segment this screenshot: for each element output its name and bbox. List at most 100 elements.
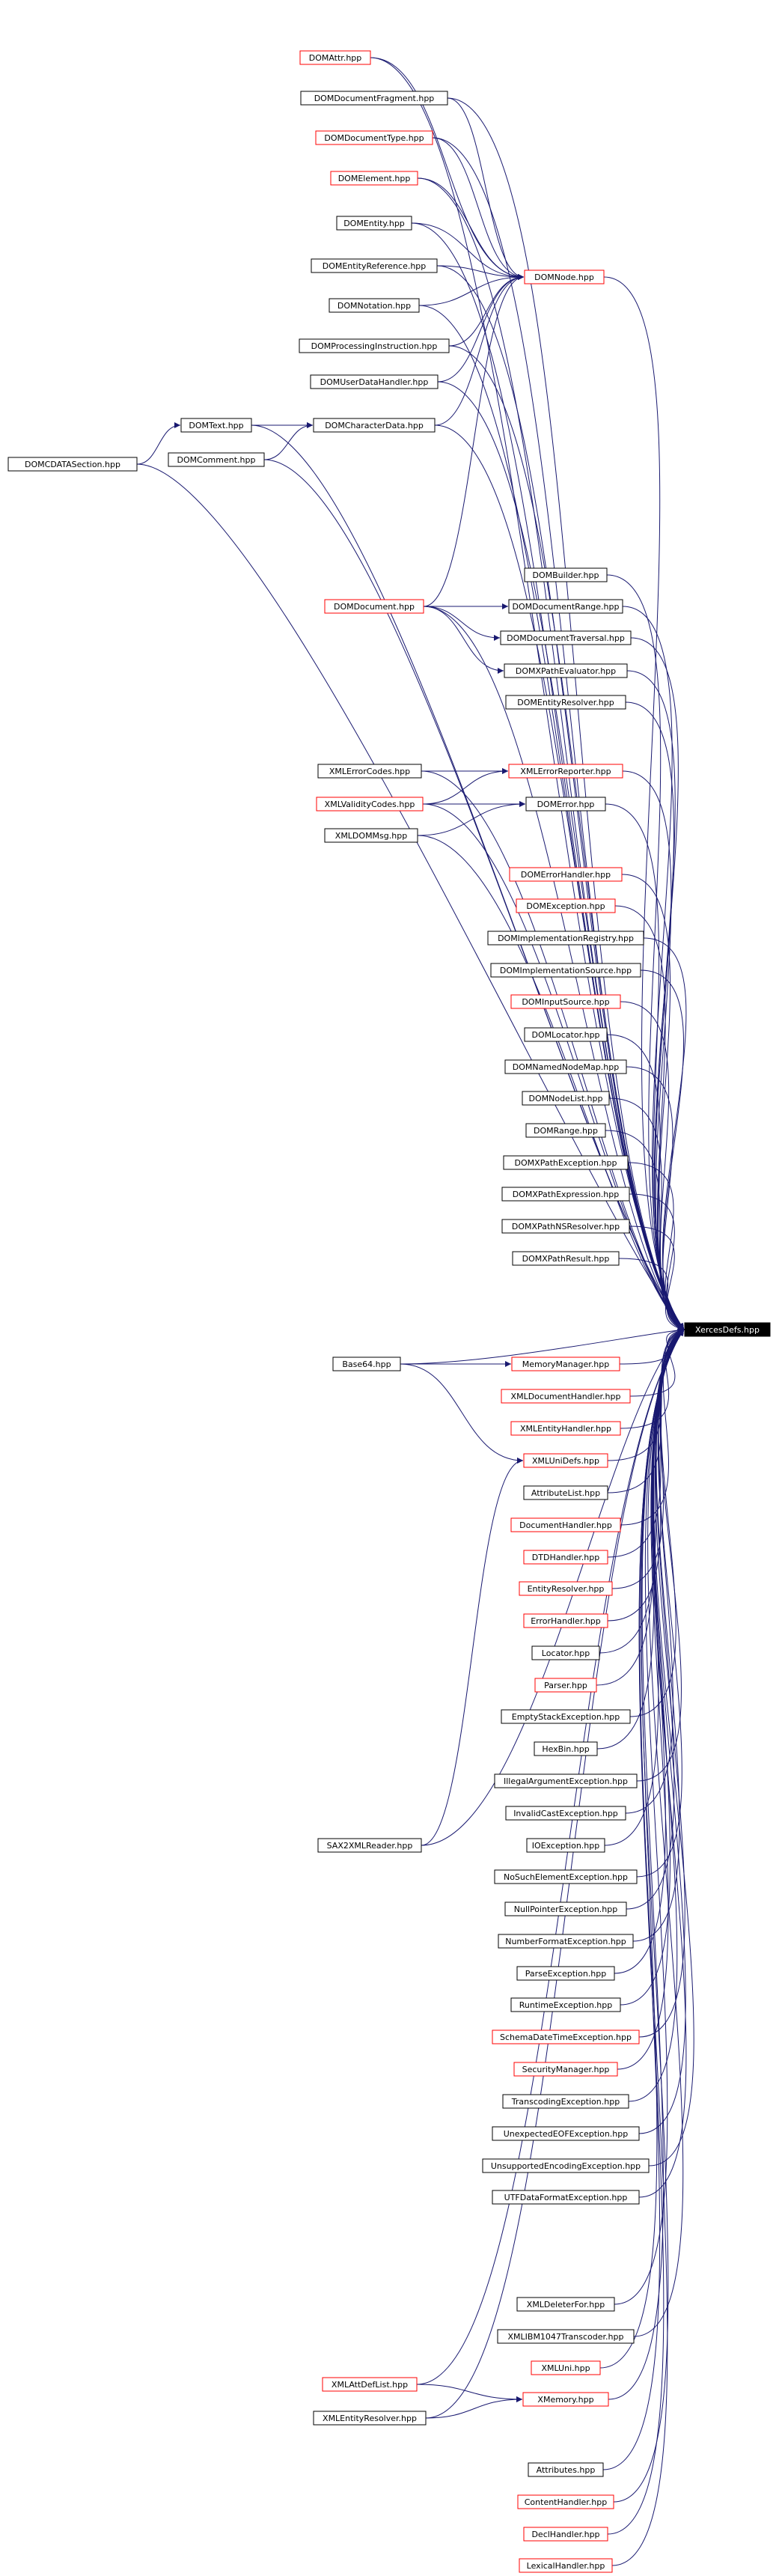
- node-parse-exception[interactable]: ParseException.hpp: [516, 1966, 615, 1981]
- node-dom-error-handler[interactable]: DOMErrorHandler.hpp: [509, 867, 623, 882]
- node-dom-document-type[interactable]: DOMDocumentType.hpp: [315, 130, 433, 145]
- node-label: DOMUserDataHandler.hpp: [320, 377, 429, 387]
- node-unsupported-encoding-exception[interactable]: UnsupportedEncodingException.hpp: [482, 2158, 650, 2173]
- node-domcdata-section[interactable]: DOMCDATASection.hpp: [7, 457, 138, 472]
- node-runtime-exception[interactable]: RuntimeException.hpp: [510, 1997, 621, 2012]
- node-label: DOMRange.hpp: [534, 1126, 598, 1136]
- node-xmldom-msg[interactable]: XMLDOMMsg.hpp: [324, 828, 418, 843]
- node-number-format-exception[interactable]: NumberFormatException.hpp: [498, 1934, 634, 1949]
- node-domx-path-result[interactable]: DOMXPathResult.hpp: [512, 1251, 620, 1266]
- node-dom-text[interactable]: DOMText.hpp: [180, 418, 252, 433]
- node-x-memory[interactable]: XMemory.hpp: [522, 2392, 609, 2407]
- node-label: DOMText.hpp: [189, 421, 243, 430]
- node-empty-stack-exception[interactable]: EmptyStackException.hpp: [501, 1709, 631, 1724]
- node-box: [180, 418, 252, 433]
- dependency-edges: [136, 57, 694, 2566]
- node-xmlibm1047-transcoder[interactable]: XMLIBM1047Transcoder.hpp: [497, 2329, 635, 2344]
- node-dom-range[interactable]: DOMRange.hpp: [525, 1123, 606, 1138]
- node-xml-entity-handler[interactable]: XMLEntityHandler.hpp: [510, 1421, 621, 1436]
- node-decl-handler[interactable]: DeclHandler.hpp: [523, 2527, 608, 2542]
- node-dom-document-range[interactable]: DOMDocumentRange.hpp: [508, 599, 623, 614]
- edge-dom-processing-instruction-to-xerces-defs: [448, 345, 685, 1330]
- edge-dom-character-data-to-dom-node: [434, 274, 525, 426]
- node-xml-error-reporter[interactable]: XMLErrorReporter.hpp: [508, 764, 623, 779]
- node-label: DOMException.hpp: [526, 901, 605, 911]
- node-dom-entity-resolver[interactable]: DOMEntityResolver.hpp: [505, 695, 626, 710]
- node-dom-entity[interactable]: DOMEntity.hpp: [336, 216, 412, 231]
- edge-domx-path-expression-to-xerces-defs: [629, 1193, 685, 1330]
- node-transcoding-exception[interactable]: TranscodingException.hpp: [502, 2094, 629, 2109]
- node-dom-document-fragment[interactable]: DOMDocumentFragment.hpp: [300, 91, 448, 106]
- node-dom-implementation-registry[interactable]: DOMImplementationRegistry.hpp: [487, 931, 644, 946]
- node-schema-date-time-exception[interactable]: SchemaDateTimeException.hpp: [492, 2030, 640, 2044]
- node-base64[interactable]: Base64.hpp: [332, 1356, 401, 1371]
- node-label: DOMNotation.hpp: [337, 301, 411, 311]
- node-utf-data-format-exception[interactable]: UTFDataFormatException.hpp: [492, 2190, 640, 2205]
- node-box: [523, 1453, 608, 1468]
- node-label: DOMCDATASection.hpp: [25, 460, 120, 469]
- node-dom-node[interactable]: DOMNode.hpp: [524, 270, 605, 284]
- node-entity-resolver[interactable]: EntityResolver.hpp: [519, 1581, 613, 1596]
- node-xml-validity-codes[interactable]: XMLValidityCodes.hpp: [316, 797, 424, 812]
- node-box: [500, 630, 632, 645]
- node-label: DOMDocumentTraversal.hpp: [507, 633, 625, 643]
- node-locator[interactable]: Locator.hpp: [531, 1645, 600, 1660]
- edge-domx-path-result-to-xerces-defs: [618, 1258, 685, 1332]
- node-dom-implementation-source[interactable]: DOMImplementationSource.hpp: [490, 963, 641, 978]
- node-xml-uni-defs[interactable]: XMLUniDefs.hpp: [523, 1453, 608, 1468]
- edge-xml-validity-codes-to-xml-error-reporter: [422, 768, 509, 805]
- node-dom-exception[interactable]: DOMException.hpp: [516, 898, 616, 913]
- node-label: DOMProcessingInstruction.hpp: [311, 341, 438, 351]
- node-content-handler[interactable]: ContentHandler.hpp: [517, 2494, 614, 2509]
- node-illegal-argument-exception[interactable]: IllegalArgumentException.hpp: [494, 1773, 638, 1788]
- node-parser[interactable]: Parser.hpp: [534, 1678, 597, 1693]
- node-null-pointer-exception[interactable]: NullPointerException.hpp: [504, 1901, 627, 1916]
- node-sax2-xml-reader[interactable]: SAX2XMLReader.hpp: [317, 1838, 422, 1853]
- node-xml-uni[interactable]: XMLUni.hpp: [531, 2360, 601, 2375]
- node-memory-manager[interactable]: MemoryManager.hpp: [511, 1356, 620, 1371]
- node-security-manager[interactable]: SecurityManager.hpp: [513, 2062, 618, 2077]
- node-dom-named-node-map[interactable]: DOMNamedNodeMap.hpp: [504, 1059, 627, 1074]
- node-xml-document-handler[interactable]: XMLDocumentHandler.hpp: [501, 1389, 631, 1404]
- node-dom-document[interactable]: DOMDocument.hpp: [324, 599, 424, 614]
- node-box: [313, 2411, 427, 2426]
- node-hex-bin[interactable]: HexBin.hpp: [534, 1741, 598, 1756]
- node-dtd-handler[interactable]: DTDHandler.hpp: [523, 1550, 608, 1565]
- node-attributes[interactable]: Attributes.hpp: [528, 2462, 604, 2477]
- edge-dom-document-fragment-to-dom-node: [447, 97, 525, 280]
- node-dom-user-data-handler[interactable]: DOMUserDataHandler.hpp: [310, 374, 439, 389]
- node-xml-deleter-for[interactable]: XMLDeleterFor.hpp: [516, 2297, 615, 2312]
- node-dom-error[interactable]: DOMError.hpp: [525, 797, 606, 812]
- node-document-handler[interactable]: DocumentHandler.hpp: [510, 1517, 621, 1532]
- node-dom-attr[interactable]: DOMAttr.hpp: [299, 50, 371, 65]
- node-xml-att-def-list[interactable]: XMLAttDefList.hpp: [322, 2377, 418, 2392]
- node-unexpected-eof-exception[interactable]: UnexpectedEOFException.hpp: [492, 2126, 640, 2141]
- node-xml-error-codes[interactable]: XMLErrorCodes.hpp: [317, 764, 422, 779]
- node-dom-character-data[interactable]: DOMCharacterData.hpp: [313, 418, 436, 433]
- node-dom-processing-instruction[interactable]: DOMProcessingInstruction.hpp: [299, 338, 450, 353]
- node-lexical-handler[interactable]: LexicalHandler.hpp: [519, 2558, 613, 2573]
- node-dom-entity-reference[interactable]: DOMEntityReference.hpp: [311, 258, 438, 273]
- node-domx-path-exception[interactable]: DOMXPathException.hpp: [503, 1155, 629, 1170]
- node-domx-path-evaluator[interactable]: DOMXPathEvaluator.hpp: [504, 663, 628, 678]
- node-dom-node-list[interactable]: DOMNodeList.hpp: [522, 1091, 610, 1106]
- node-dom-input-source[interactable]: DOMInputSource.hpp: [510, 994, 621, 1009]
- node-label: DTDHandler.hpp: [532, 1553, 599, 1562]
- node-dom-locator[interactable]: DOMLocator.hpp: [524, 1027, 608, 1042]
- node-xml-entity-resolver[interactable]: XMLEntityResolver.hpp: [313, 2411, 427, 2426]
- node-xerces-defs[interactable]: XercesDefs.hpp: [684, 1322, 771, 1337]
- node-dom-comment[interactable]: DOMComment.hpp: [168, 452, 265, 467]
- node-dom-element[interactable]: DOMElement.hpp: [330, 171, 418, 186]
- node-attribute-list[interactable]: AttributeList.hpp: [523, 1485, 608, 1500]
- node-dom-builder[interactable]: DOMBuilder.hpp: [524, 567, 608, 582]
- node-invalid-cast-exception[interactable]: InvalidCastException.hpp: [505, 1806, 626, 1821]
- node-io-exception[interactable]: IOException.hpp: [526, 1838, 605, 1853]
- node-box: [332, 1356, 401, 1371]
- node-domx-path-ns-resolver[interactable]: DOMXPathNSResolver.hpp: [501, 1219, 630, 1234]
- node-domx-path-expression[interactable]: DOMXPathExpression.hpp: [501, 1187, 630, 1202]
- node-error-handler[interactable]: ErrorHandler.hpp: [523, 1613, 608, 1628]
- node-dom-document-traversal[interactable]: DOMDocumentTraversal.hpp: [500, 630, 632, 645]
- node-no-such-element-exception[interactable]: NoSuchElementException.hpp: [494, 1869, 638, 1884]
- node-dom-notation[interactable]: DOMNotation.hpp: [329, 298, 420, 313]
- node-box: [528, 2462, 604, 2477]
